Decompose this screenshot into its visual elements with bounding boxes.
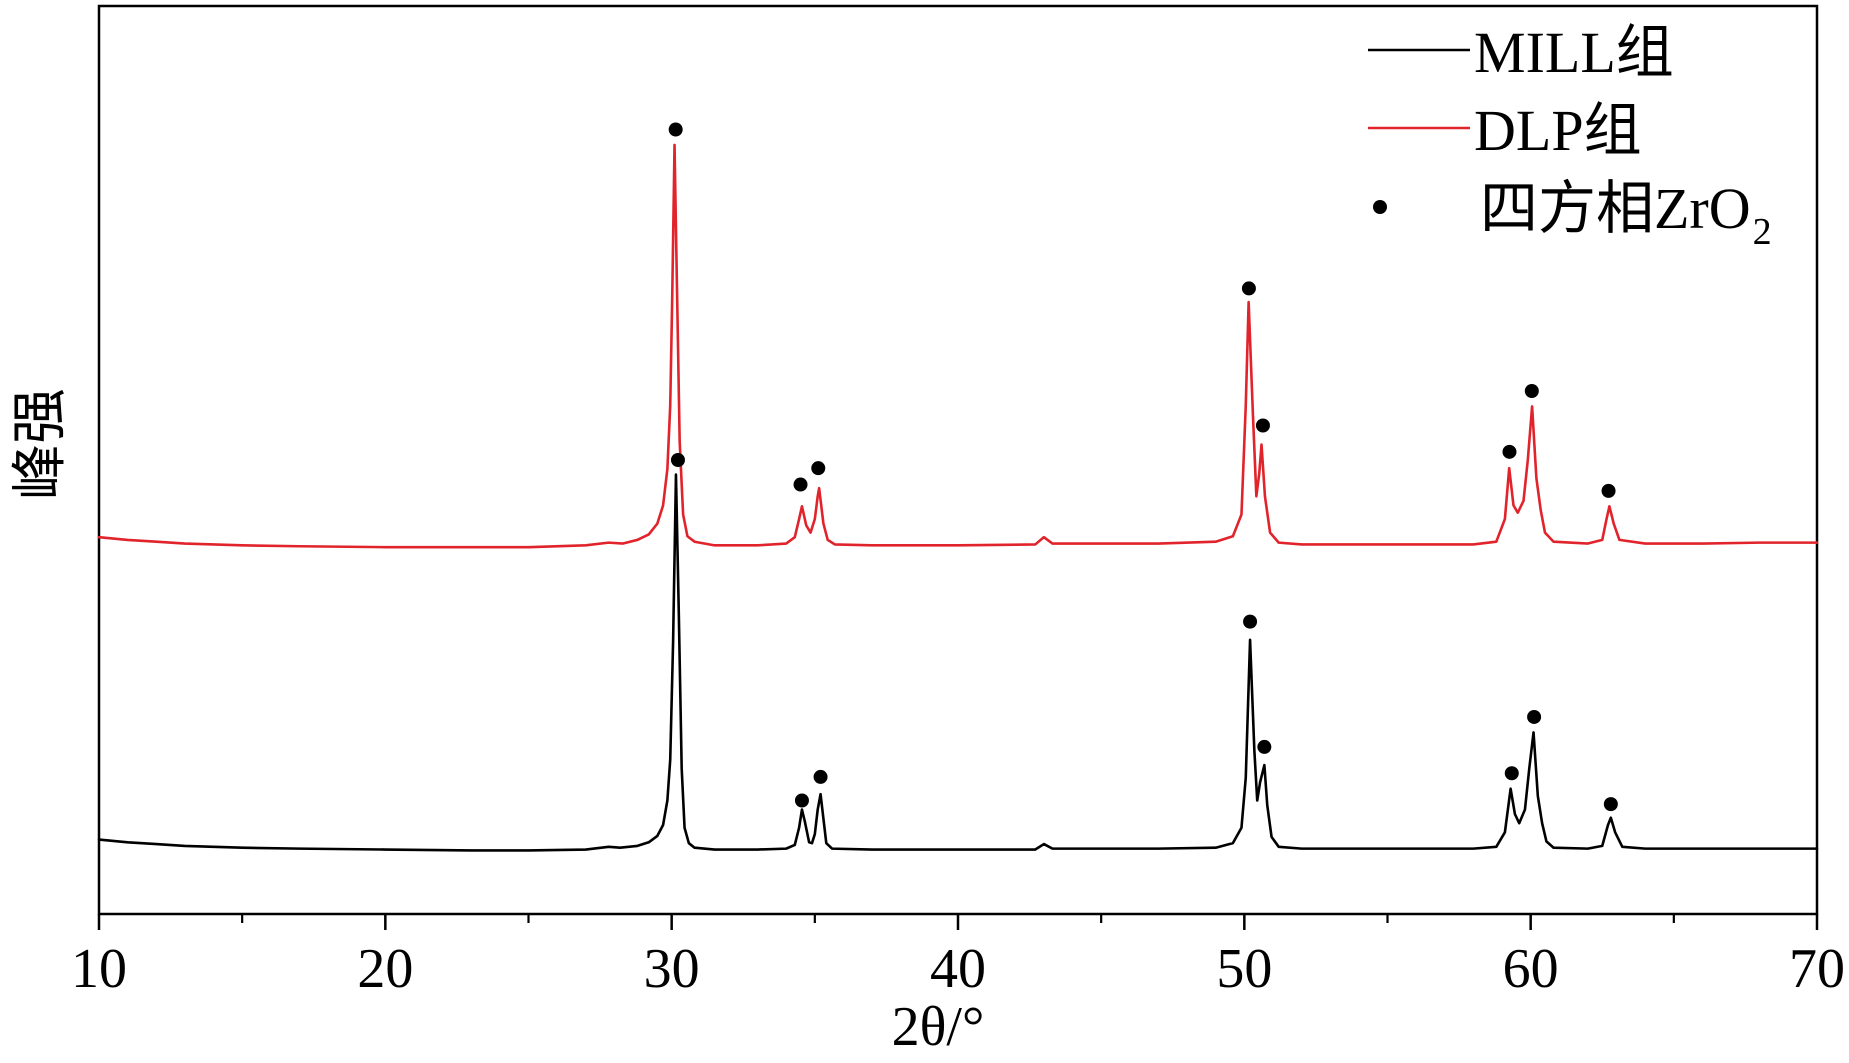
- series-layer: [97, 143, 1819, 852]
- phase-markers: [668, 122, 1618, 812]
- phase-marker-point: [1243, 614, 1258, 629]
- phase-marker-point: [794, 793, 809, 808]
- phase-marker-point: [1255, 418, 1270, 433]
- legend-label-phase-main: 四方相ZrO: [1480, 176, 1751, 241]
- phase-marker-point: [793, 477, 808, 492]
- x-tick-label: 10: [71, 938, 127, 1000]
- phase-marker-point: [1504, 766, 1519, 781]
- legend: MILL组 DLP组 四方相ZrO2: [1368, 20, 1772, 253]
- phase-marker-point: [813, 769, 828, 784]
- x-tick-label: 50: [1216, 938, 1272, 1000]
- x-tick-label: 60: [1503, 938, 1559, 1000]
- legend-label-phase-subscript: 2: [1753, 211, 1772, 253]
- phase-marker-point: [1241, 281, 1256, 296]
- phase-marker-point: [1524, 383, 1539, 398]
- phase-marker-point: [670, 453, 685, 467]
- y-axis-label: 峰强: [10, 388, 72, 500]
- phase-marker-point: [668, 122, 683, 137]
- x-tick-label: 20: [357, 938, 413, 1000]
- phase-marker-point: [1601, 483, 1616, 498]
- phase-marker-point: [1527, 709, 1542, 724]
- x-tick-label: 30: [644, 938, 700, 1000]
- phase-marker-point: [811, 461, 826, 476]
- phase-marker-point: [1603, 797, 1618, 812]
- legend-label-phase-marker: 四方相ZrO2: [1480, 176, 1772, 253]
- x-axis-ticks: [97, 914, 1819, 930]
- phase-marker-point: [1502, 444, 1517, 459]
- x-tick-label: 70: [1789, 938, 1845, 1000]
- x-axis-label: 2θ/°: [892, 996, 985, 1058]
- series-line-mill: [97, 473, 1819, 852]
- phase-marker-point: [1257, 739, 1272, 754]
- legend-label-dlp: DLP组: [1474, 98, 1642, 163]
- series-line-dlp: [97, 143, 1819, 549]
- legend-label-mill: MILL组: [1474, 20, 1674, 85]
- x-axis-tick-labels: 10 20 30 40 50 60 70: [71, 938, 1845, 1000]
- x-tick-label: 40: [930, 938, 986, 1000]
- legend-swatch-phase-marker: [1373, 200, 1387, 214]
